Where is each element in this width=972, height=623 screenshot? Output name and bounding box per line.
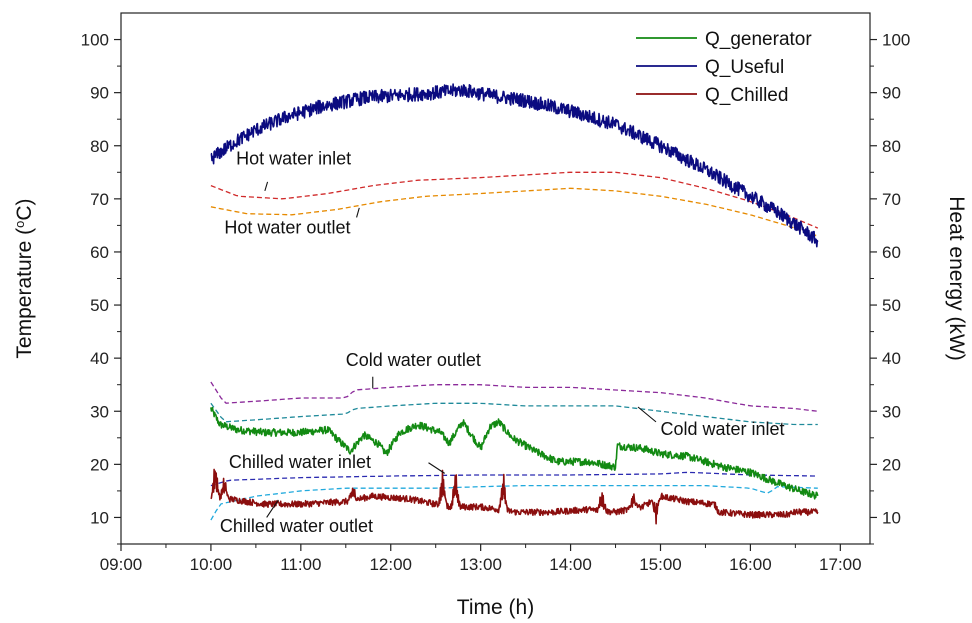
series-line	[210, 402, 818, 426]
x-tick-label: 10:00	[190, 555, 233, 574]
x-tick-label: 09:00	[100, 555, 143, 574]
y-axis-left-title: Temperature (oC)	[12, 198, 37, 358]
series-cold-water-inlet	[210, 402, 818, 426]
series-line	[210, 468, 819, 525]
series-line	[210, 484, 818, 521]
annotation-pointer	[356, 207, 360, 218]
annotation-chilled-water-inlet: Chilled water inlet	[229, 452, 445, 474]
annotation-layer: Hot water inlet Hot water outlet Cold wate…	[220, 148, 785, 535]
y-right-tick-label: 90	[882, 84, 901, 103]
y-left-tick-label: 20	[90, 455, 109, 474]
y-right-tick-label: 30	[882, 402, 901, 421]
y-left-tick-label: 40	[90, 349, 109, 368]
annotation-pointer	[637, 406, 657, 423]
annotation-label: Hot water inlet	[236, 148, 351, 168]
annotation-pointer	[264, 181, 269, 192]
series-q-generator	[210, 406, 819, 500]
y-left-tick-label: 90	[90, 84, 109, 103]
y-axis-right-title: Heat energy (kW)	[945, 196, 968, 361]
series-layer	[210, 83, 819, 525]
x-tick-label: 12:00	[369, 555, 412, 574]
series-q-useful	[210, 83, 819, 248]
y-left-tick-label: 100	[81, 31, 109, 50]
x-tick-label: 14:00	[549, 555, 592, 574]
series-line	[210, 381, 818, 412]
series-q-chilled	[210, 468, 819, 525]
legend: Q_generator Q_Useful Q_Chilled	[636, 29, 812, 106]
legend-item-q-chilled: Q_Chilled	[636, 85, 788, 106]
series-line	[210, 187, 819, 237]
y-left-tick-label: 50	[90, 296, 109, 315]
series-line	[210, 406, 819, 500]
legend-item-q-useful: Q_Useful	[636, 57, 784, 78]
y-right-tick-label: 20	[882, 455, 901, 474]
axis-ticks: 09:00 10:00 11:00 12:00 13:00 14:00 15:00 16:00…	[81, 31, 911, 574]
x-tick-label: 16:00	[729, 555, 772, 574]
legend-label: Q_Chilled	[705, 85, 788, 106]
series-hot-water-outlet	[210, 187, 819, 237]
x-axis-title: Time (h)	[457, 596, 534, 619]
y-left-tick-label: 80	[90, 137, 109, 156]
annotation-pointer	[428, 462, 445, 474]
annotation-label: Chilled water inlet	[229, 452, 371, 472]
y-left-tick-label: 60	[90, 243, 109, 262]
legend-item-q-generator: Q_generator	[636, 29, 812, 50]
y-axis-left-title-degree: o	[12, 221, 27, 228]
y-right-tick-label: 80	[882, 137, 901, 156]
series-cold-water-outlet	[210, 381, 818, 412]
y-axis-left-title-text: Temperature (	[13, 228, 36, 359]
series-chilled-water-outlet	[210, 484, 818, 521]
series-hot-water-inlet	[210, 171, 819, 229]
x-tick-label: 15:00	[639, 555, 682, 574]
y-left-tick-label: 70	[90, 190, 109, 209]
y-right-tick-label: 50	[882, 296, 901, 315]
series-line	[210, 171, 819, 229]
y-axis-left-title-unit: C)	[13, 198, 36, 220]
annotation-label: Chilled water outlet	[220, 516, 373, 536]
x-tick-label: 17:00	[819, 555, 862, 574]
annotation-label: Hot water outlet	[224, 217, 350, 237]
annotation-chilled-water-outlet: Chilled water outlet	[220, 499, 373, 536]
annotation-label: Cold water outlet	[346, 350, 481, 370]
y-right-tick-label: 10	[882, 508, 901, 527]
series-line	[210, 471, 818, 487]
annotation-label: Cold water inlet	[660, 419, 784, 439]
y-right-tick-label: 60	[882, 243, 901, 262]
y-left-tick-label: 30	[90, 402, 109, 421]
series-line	[210, 83, 819, 248]
annotation-pointer	[266, 499, 279, 518]
x-tick-label: 13:00	[459, 555, 502, 574]
annotation-cold-water-outlet: Cold water outlet	[346, 350, 481, 389]
y-right-tick-label: 100	[882, 31, 910, 50]
legend-label: Q_generator	[705, 29, 812, 50]
annotation-hot-water-inlet: Hot water inlet	[236, 148, 351, 192]
legend-label: Q_Useful	[705, 57, 784, 78]
series-chilled-water-inlet	[210, 471, 818, 487]
x-tick-label: 11:00	[280, 555, 321, 574]
annotation-hot-water-outlet: Hot water outlet	[224, 207, 360, 237]
annotation-cold-water-inlet: Cold water inlet	[637, 406, 785, 439]
y-right-tick-label: 70	[882, 190, 901, 209]
y-right-tick-label: 40	[882, 349, 901, 368]
y-left-tick-label: 10	[90, 508, 109, 527]
